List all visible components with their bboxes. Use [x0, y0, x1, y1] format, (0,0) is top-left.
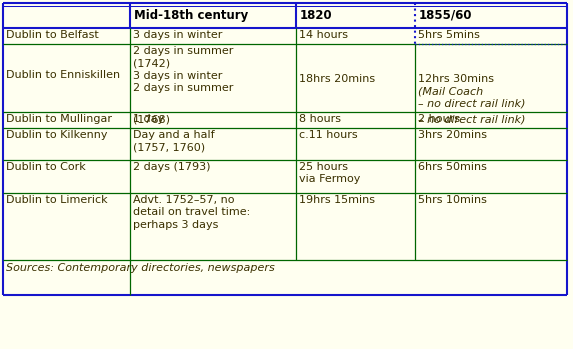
Text: 2 days in summer
(1742)
3 days in winter
2 days in summer: 2 days in summer (1742) 3 days in winter…	[133, 46, 233, 93]
Text: Advt. 1752–57, no
detail on travel time:
perhaps 3 days: Advt. 1752–57, no detail on travel time:…	[133, 195, 250, 230]
Text: 8 hours: 8 hours	[299, 114, 341, 124]
Text: 2 days (1793): 2 days (1793)	[133, 162, 210, 172]
Text: 1855/60: 1855/60	[419, 9, 473, 22]
Text: Dublin to Limerick: Dublin to Limerick	[6, 195, 108, 205]
Bar	[3, 3, 567, 295]
Text: 5hrs 5mins: 5hrs 5mins	[418, 30, 480, 40]
Text: Sources: Contemporary directories, newspapers: Sources: Contemporary directories, newsp…	[6, 263, 274, 273]
Text: Dublin to Belfast: Dublin to Belfast	[6, 30, 99, 40]
Text: – no direct rail link): – no direct rail link)	[418, 98, 525, 108]
Text: Day and a half
(1757, 1760): Day and a half (1757, 1760)	[133, 130, 215, 153]
Text: – no direct rail link): – no direct rail link)	[418, 114, 525, 124]
Text: 6hrs 50mins: 6hrs 50mins	[418, 162, 487, 172]
Text: 1820: 1820	[300, 9, 332, 22]
Text: 5hrs 10mins: 5hrs 10mins	[418, 195, 487, 205]
Text: 19hrs 15mins: 19hrs 15mins	[299, 195, 375, 205]
Text: 12hrs 30mins: 12hrs 30mins	[418, 74, 494, 84]
Text: c.11 hours: c.11 hours	[299, 130, 358, 140]
Text: Dublin to Cork: Dublin to Cork	[6, 162, 86, 172]
Text: 3 days in winter: 3 days in winter	[133, 30, 222, 40]
Text: (1768): (1768)	[133, 114, 170, 124]
Text: Dublin to Mullingar: Dublin to Mullingar	[6, 114, 112, 124]
Text: Mid-18th century: Mid-18th century	[134, 9, 248, 22]
Text: (Mail Coach: (Mail Coach	[418, 86, 483, 96]
Text: 18hrs 20mins: 18hrs 20mins	[299, 74, 375, 84]
Text: Dublin to Enniskillen: Dublin to Enniskillen	[6, 70, 120, 80]
Text: 1 day: 1 day	[133, 114, 164, 124]
Text: 3hrs 20mins: 3hrs 20mins	[418, 130, 487, 140]
Text: 25 hours
via Fermoy: 25 hours via Fermoy	[299, 162, 360, 184]
Text: 14 hours: 14 hours	[299, 30, 348, 40]
Text: 2 hours: 2 hours	[418, 114, 460, 124]
Text: Dublin to Kilkenny: Dublin to Kilkenny	[6, 130, 108, 140]
